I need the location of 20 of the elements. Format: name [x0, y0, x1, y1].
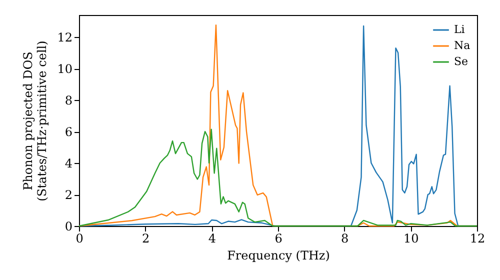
x-tick-label: 8 [341, 232, 349, 246]
y-tick-label: 2 [64, 188, 72, 202]
y-tick-label: 12 [57, 30, 72, 45]
legend-label: Li [454, 23, 466, 36]
y-axis-title: Phonon projected DOS (States/THz·primitive cell) [21, 40, 50, 202]
x-axis-title: Frequency (THz) [227, 248, 330, 262]
x-tick-label: 2 [142, 232, 150, 246]
y-tick-label: 10 [57, 62, 72, 76]
x-tick-label: 10 [404, 232, 419, 246]
x-tick-label: 6 [274, 232, 282, 246]
x-tick-label: 12 [470, 232, 486, 246]
y-tick-label: 0 [64, 220, 72, 234]
y-tick-label: 4 [64, 156, 73, 171]
line-series [78, 128, 478, 227]
legend-label: Se [454, 55, 468, 68]
y-tick-label: 6 [64, 125, 72, 140]
x-tick-label: 4 [208, 232, 216, 246]
legend-label: Na [454, 39, 471, 52]
y-tick-label: 8 [64, 94, 72, 108]
x-tick-label: 0 [76, 232, 84, 246]
